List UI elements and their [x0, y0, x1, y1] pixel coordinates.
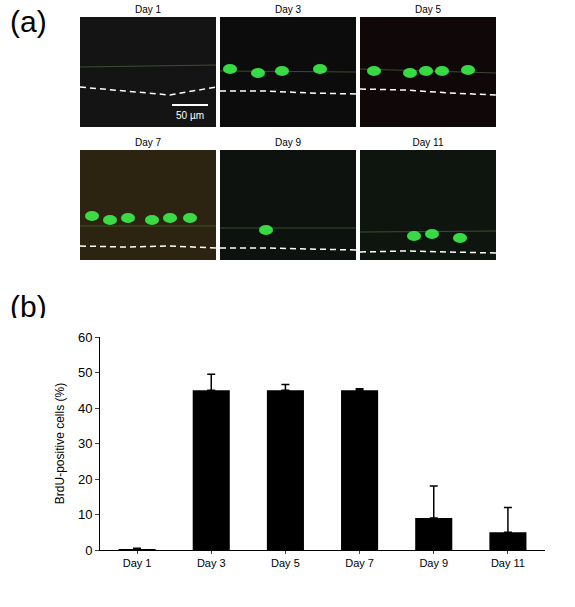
svg-text:Day 11: Day 11 — [491, 557, 525, 569]
svg-text:Day 5: Day 5 — [271, 557, 300, 569]
svg-text:Day 7: Day 7 — [135, 137, 162, 148]
svg-text:BrdU-positive cells (%): BrdU-positive cells (%) — [53, 383, 67, 504]
svg-text:10: 10 — [78, 507, 92, 522]
svg-text:20: 20 — [78, 472, 92, 487]
svg-text:Day 3: Day 3 — [275, 4, 302, 15]
svg-text:Day 1: Day 1 — [123, 557, 152, 569]
svg-text:(a): (a) — [10, 5, 47, 38]
svg-text:30: 30 — [78, 436, 92, 451]
svg-text:Day 5: Day 5 — [415, 4, 442, 15]
svg-text:60: 60 — [78, 330, 92, 345]
html-text:(b): (b) — [10, 290, 47, 323]
svg-text:50: 50 — [78, 365, 92, 380]
svg-text:Day 3: Day 3 — [197, 557, 226, 569]
svg-text:Day 7: Day 7 — [345, 557, 374, 569]
svg-text:Day 1: Day 1 — [135, 4, 162, 15]
svg-text:0: 0 — [85, 543, 92, 558]
svg-text:50 µm: 50 µm — [176, 110, 204, 121]
svg-text:Day 9: Day 9 — [419, 557, 448, 569]
svg-text:Day 9: Day 9 — [275, 137, 302, 148]
svg-text:Day 11: Day 11 — [413, 137, 444, 148]
svg-text:40: 40 — [78, 401, 92, 416]
